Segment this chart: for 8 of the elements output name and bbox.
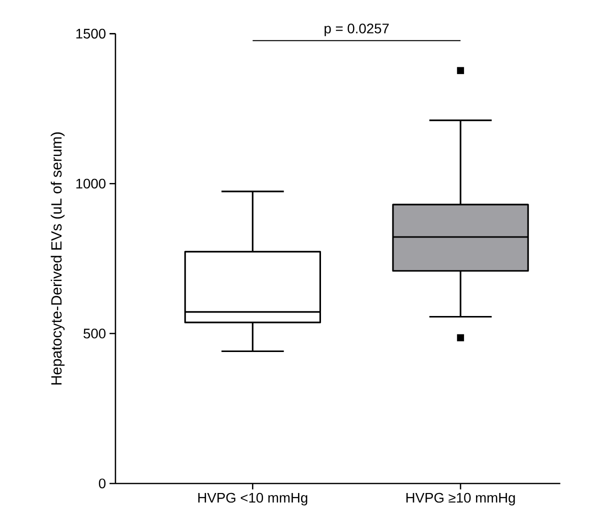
y-tick-label: 1000	[76, 178, 106, 188]
x-tick-label: HVPG <10 mmHg	[198, 492, 308, 506]
x-tick-label: HVPG ≥10 mmHg	[406, 492, 515, 506]
annotation: p = 0.0257	[324, 24, 389, 36]
y-tick-label: 1500	[76, 28, 106, 39]
y-tick-label: 500	[84, 328, 106, 338]
y-axis-title: Hepatocyte-Derived EVs (uL of serum)	[50, 132, 65, 384]
y-tick-label: 0	[98, 478, 106, 488]
